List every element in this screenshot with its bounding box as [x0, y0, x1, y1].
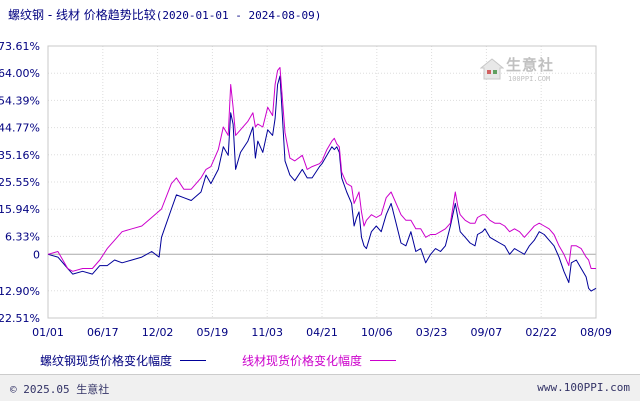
footer-bar: © 2025.05 生意社 www.100PPI.com: [0, 374, 640, 401]
x-tick-label: 06/17: [87, 326, 119, 339]
x-tick-label: 08/09: [580, 326, 612, 339]
legend-label-series-1: 螺纹钢现货价格变化幅度: [40, 354, 173, 368]
y-tick-label: 44.77%: [0, 122, 40, 135]
y-tick-label: 15.94%: [0, 203, 40, 216]
footer-copyright: © 2025.05 生意社: [10, 383, 110, 396]
x-tick-label: 04/21: [306, 326, 338, 339]
y-tick-label: -22.51%: [0, 312, 40, 325]
legend-swatch-series-2: [370, 360, 397, 361]
y-tick-label: 0: [33, 248, 40, 261]
legend-item-series-1: 螺纹钢现货价格变化幅度: [40, 352, 207, 369]
logo-brand: 生意社: [506, 56, 555, 74]
chart-title-main: 螺纹钢 - 线材 价格趋势比较: [8, 8, 156, 22]
chart-title-range: (2020-01-01 - 2024-08-09): [155, 9, 322, 22]
footer-url-link[interactable]: www.100PPI.com: [537, 381, 630, 394]
watermark-logo: 生意社 100PPI.COM: [478, 52, 578, 92]
y-tick-label: 25.55%: [0, 176, 40, 189]
y-tick-label: 54.39%: [0, 94, 40, 107]
x-tick-label: 09/07: [471, 326, 503, 339]
line-chart: 73.61% 64.00% 54.39% 44.77% 35.16% 25.55% 15.9…: [0, 40, 612, 339]
plot-border: [47, 45, 597, 319]
x-tick-label: 12/02: [142, 326, 174, 339]
y-tick-label: 73.61%: [0, 40, 40, 53]
x-tick-label: 10/06: [361, 326, 393, 339]
series-line-2: [47, 67, 596, 272]
logo-site: 100PPI.COM: [508, 75, 551, 83]
x-tick-label: 02/22: [525, 326, 557, 339]
y-tick-label: -12.90%: [0, 285, 40, 298]
chart-legend: 螺纹钢现货价格变化幅度 线材现货价格变化幅度: [40, 352, 432, 369]
y-tick-label: 35.16%: [0, 149, 40, 162]
axes: [47, 45, 597, 319]
x-tick-label: 05/19: [197, 326, 229, 339]
series-lines: [47, 67, 597, 292]
legend-label-series-2: 线材现货价格变化幅度: [242, 354, 363, 368]
legend-swatch-series-1: [180, 360, 207, 361]
x-tick-label: 11/03: [251, 326, 283, 339]
house-logo-icon: [480, 58, 504, 80]
y-tick-labels: 73.61% 64.00% 54.39% 44.77% 35.16% 25.55% 15.9…: [0, 40, 40, 325]
x-tick-label: 01/01: [32, 326, 64, 339]
y-tick-label: 64.00%: [0, 67, 40, 80]
series-line-1: [47, 75, 597, 292]
x-tick-labels: 01/01 06/17 12/02 05/19 11/03 04/21 10/06 03/23…: [32, 326, 612, 339]
legend-item-series-2: 线材现货价格变化幅度: [242, 352, 397, 369]
y-tick-label: 6.33%: [5, 230, 40, 243]
chart-title: 螺纹钢 - 线材 价格趋势比较(2020-01-01 - 2024-08-09): [8, 6, 321, 23]
x-tick-label: 03/23: [416, 326, 448, 339]
